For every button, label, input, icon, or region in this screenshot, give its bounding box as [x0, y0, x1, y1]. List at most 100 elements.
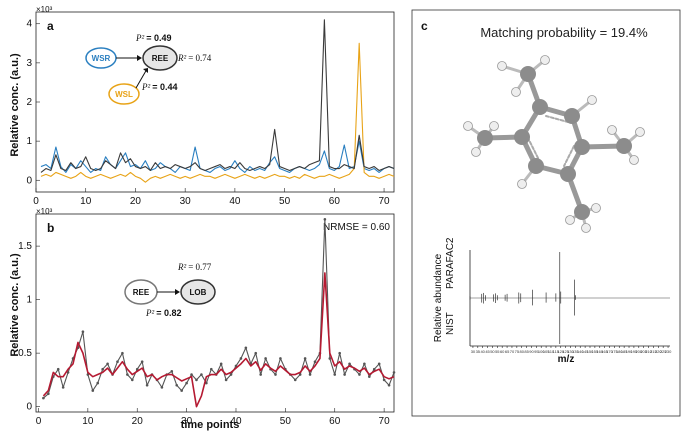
spectrum-x-tick-label: 215 — [650, 349, 657, 354]
data-point — [66, 371, 70, 374]
data-point — [224, 378, 228, 382]
y-tick-label: 2 — [26, 97, 32, 108]
x-tick-label: 20 — [130, 196, 142, 207]
spectrum-x-tick-label: 165 — [601, 349, 608, 354]
panel-a-multiplier: ×10³ — [36, 5, 53, 14]
data-point — [323, 218, 327, 221]
panel-b-series — [42, 218, 396, 408]
data-point — [343, 373, 346, 376]
node-ree-b-label: REE — [133, 288, 150, 297]
panel-b-label: b — [47, 221, 54, 235]
spectrum-peaks — [469, 252, 576, 344]
data-point — [313, 360, 317, 363]
data-point — [229, 373, 233, 376]
panel-c-frame — [411, 9, 681, 417]
spectrum-x-tick-label: 130 — [567, 349, 574, 354]
stat-ree-lob: P² = 0.82 — [145, 308, 181, 318]
spectrum-x-tick-label: 145 — [582, 349, 589, 354]
x-tick-label: 50 — [280, 416, 292, 427]
x-tick-label: 60 — [329, 196, 341, 207]
x-tick-label: 30 — [180, 196, 192, 207]
spectrum-x-tick-label: 190 — [626, 349, 633, 354]
data-point — [185, 381, 188, 385]
spectrum-x-tick-label: 150 — [587, 349, 594, 354]
spectrum-x-tick-label: 75 — [515, 349, 520, 354]
panel-a-series — [40, 19, 395, 183]
spectrum-xlabel: m/z — [558, 354, 575, 365]
node-wsl-label: WSL — [115, 90, 133, 99]
y-tick-label: 1.5 — [18, 241, 32, 252]
arrowhead-wsl-ree — [143, 68, 148, 73]
network-a: WSR REE WSL P² = 0.49 P² = 0.44 R² = 0.74 — [85, 33, 212, 105]
data-point — [308, 373, 312, 376]
data-point — [121, 351, 124, 355]
spectrum-x-tick-label: 90 — [529, 349, 534, 354]
y-tick-label: 3 — [26, 58, 32, 69]
data-point — [170, 370, 174, 373]
data-point — [175, 383, 179, 387]
nrmse-annotation: NRMSE = 0.60 — [323, 222, 390, 233]
spectrum-x-tick-label: 180 — [616, 349, 623, 354]
data-point — [358, 373, 361, 376]
spectrum-bottom-label: NIST — [445, 312, 456, 335]
data-point — [279, 357, 282, 360]
arrowhead-wsr-ree — [137, 55, 142, 61]
stat-wsl-ree: P² = 0.44 — [141, 82, 177, 92]
data-point — [298, 373, 302, 376]
panel-b-multiplier: ×10³ — [36, 207, 53, 216]
node-wsl — [108, 83, 140, 105]
data-point — [130, 378, 134, 382]
spectrum-x-tick-label: 35 — [476, 349, 481, 354]
panel-c-label: c — [421, 19, 428, 33]
stat-wsr-ree: P² = 0.49 — [135, 33, 171, 43]
x-tick-label: 10 — [80, 196, 92, 207]
panel-c: c Matching probability = 19.4% — [411, 9, 681, 417]
spectrum-x-tick-label: 85 — [524, 349, 529, 354]
node-lob — [180, 279, 216, 305]
spectrum-x-tick-label: 225 — [660, 349, 667, 354]
x-tick-label: 0 — [36, 416, 42, 427]
data-point — [81, 330, 85, 334]
data-point — [387, 383, 391, 387]
series-line-observed — [43, 218, 395, 399]
data-point — [116, 360, 119, 363]
matching-probability: Matching probability = 19.4% — [480, 25, 648, 40]
panel-a-ylabel: Relative conc. (a.u.) — [9, 53, 21, 157]
data-point — [96, 381, 100, 385]
data-point — [190, 373, 193, 376]
data-point — [264, 357, 267, 360]
spectrum-x-tick-label: 160 — [596, 349, 603, 354]
data-point — [61, 386, 65, 389]
x-tick-label: 30 — [181, 416, 193, 427]
panel-a: a ×10³ Relative conc. (a.u.) 0 10 20 30 40 50… — [9, 5, 395, 207]
spectrum-x-tick-label: 155 — [592, 349, 599, 354]
data-point — [254, 351, 258, 355]
data-point — [244, 346, 248, 350]
data-point — [135, 367, 139, 371]
data-point — [348, 362, 351, 366]
spectrum-x-tick-label: 120 — [557, 349, 564, 354]
molecule-3d-model — [463, 55, 645, 233]
spectrum-x-tick-label: 30 — [471, 349, 476, 354]
data-point — [160, 386, 164, 389]
spectrum-x-tick-label: 185 — [621, 349, 628, 354]
spectrum-x-tick-label: 230 — [665, 349, 672, 354]
mass-spectrum: Relative abundance PARAFAC2 NIST m/z 30 3… — [433, 237, 672, 365]
data-point — [205, 381, 208, 385]
spectrum-x-tick-label: 60 — [500, 349, 505, 354]
network-b: REE LOB R² = 0.77 P² = 0.82 — [124, 262, 216, 318]
data-point — [239, 357, 243, 360]
series-line-wsl — [40, 42, 395, 183]
spectrum-x-tick-label: 70 — [510, 349, 515, 354]
node-wsr-label: WSR — [92, 54, 111, 63]
node-ree-label: REE — [152, 54, 169, 63]
x-tick-label: 0 — [33, 196, 39, 207]
x-tick-label: 70 — [379, 416, 391, 427]
series-line-ree — [40, 19, 395, 173]
series-line-predicted — [42, 272, 395, 408]
stat-ree-r2: R² = 0.74 — [177, 53, 212, 63]
panel-b-frame — [35, 213, 395, 413]
spectrum-x-tick-label: 100 — [538, 349, 545, 354]
spectrum-x-tick-label: 105 — [543, 349, 550, 354]
data-point — [333, 373, 337, 376]
